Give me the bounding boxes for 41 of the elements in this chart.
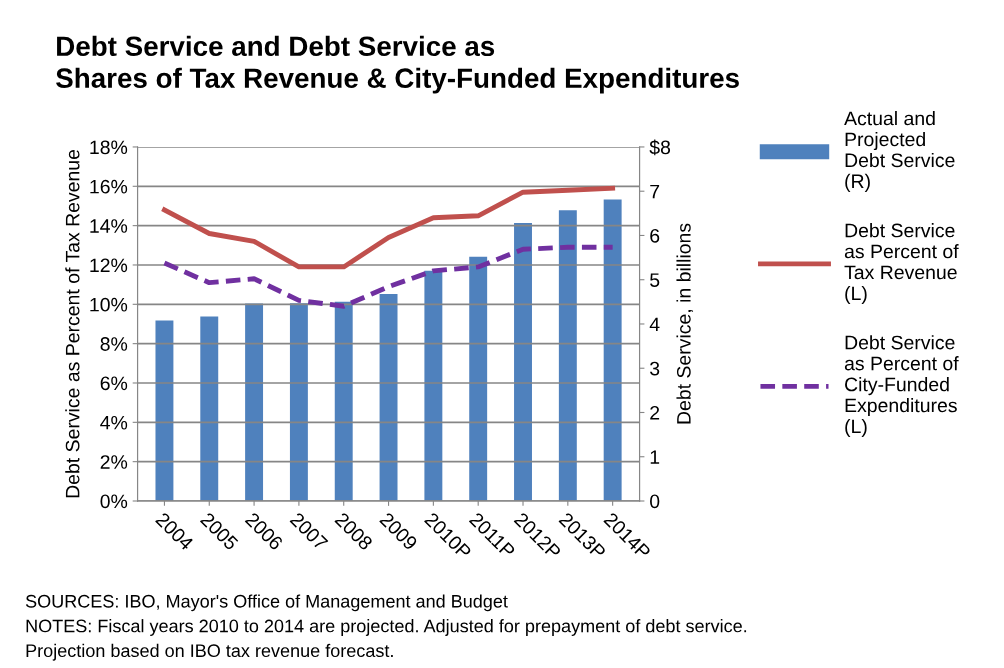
text: Projection based on IBO tax revenue forecast.	[26, 643, 393, 661]
y2-tick-label: 6	[650, 228, 660, 243]
bar	[245, 303, 264, 501]
y2-tick-label: 5	[650, 273, 660, 287]
bar	[603, 199, 622, 501]
bar	[155, 320, 174, 501]
bar	[200, 316, 219, 501]
y-axis-title: Debt Service as Percent of Tax Revenue	[65, 149, 80, 498]
y-tick-label: 0%	[100, 494, 128, 509]
y2-tick-label: 3	[650, 361, 660, 376]
y2-tick-label: 7	[650, 184, 660, 199]
y-tick-label: 2%	[100, 455, 128, 469]
bar	[289, 303, 308, 501]
line-series	[162, 244, 616, 309]
source-note: SOURCES: IBO, Mayor's Office of Management and Budget	[25, 594, 508, 612]
y2-tick-label: 2	[650, 405, 660, 420]
y2-tick-label: $8	[649, 139, 671, 156]
y-tick-label: 8%	[100, 337, 128, 351]
y2-tick-label: 0	[650, 494, 660, 509]
y-tick-label: 18%	[90, 140, 128, 155]
legend-label: Actual and Projected Debt Service (R)	[844, 111, 955, 192]
text: NOTES: Fiscal years 2010 to 2014 are projected. Adjusted for prepayment of debt service.	[26, 619, 747, 636]
bar	[469, 256, 488, 501]
y-tick-label: 10%	[90, 297, 128, 312]
bar	[514, 223, 532, 501]
y2-tick-label: 4	[649, 317, 660, 332]
legend-label: Debt Service as Percent of Tax Revenue (L)	[844, 223, 959, 305]
bar	[334, 301, 353, 501]
y-tick-label: 6%	[100, 376, 128, 391]
bar	[379, 293, 398, 501]
y-tick-label: 14%	[90, 219, 128, 233]
bar	[558, 210, 577, 501]
y2-tick-label: 1	[650, 450, 660, 464]
y-tick-label: 16%	[90, 179, 128, 194]
legend-label: Debt Service as Percent of City-Funded Expenditures (L)	[844, 335, 959, 438]
bar	[424, 270, 443, 501]
chart-title: Debt Service and Debt Service as Shares of Tax Revenue & City-Funded Expenditures	[56, 35, 739, 94]
y-tick-label: 12%	[90, 258, 128, 273]
y-tick-label: 4%	[100, 415, 128, 430]
y2-axis-title: Debt Service, in billions	[676, 223, 694, 424]
line-series	[162, 185, 616, 270]
